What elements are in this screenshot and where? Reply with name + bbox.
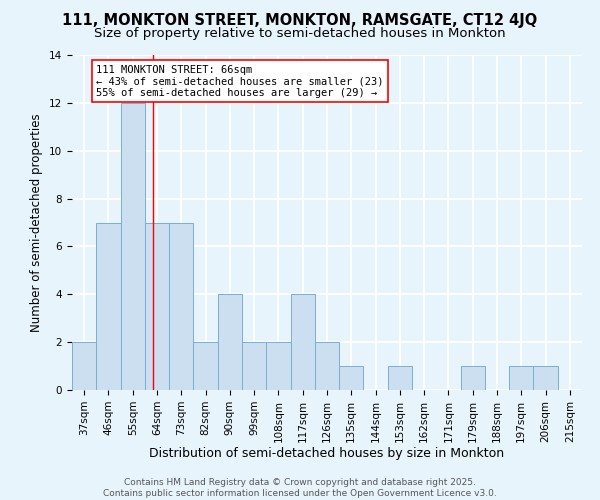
Bar: [145, 222, 169, 390]
Bar: [266, 342, 290, 390]
Bar: [533, 366, 558, 390]
Bar: [339, 366, 364, 390]
Bar: [193, 342, 218, 390]
Text: 111, MONKTON STREET, MONKTON, RAMSGATE, CT12 4JQ: 111, MONKTON STREET, MONKTON, RAMSGATE, …: [62, 12, 538, 28]
Bar: [121, 103, 145, 390]
Bar: [461, 366, 485, 390]
Text: 111 MONKTON STREET: 66sqm
← 43% of semi-detached houses are smaller (23)
55% of : 111 MONKTON STREET: 66sqm ← 43% of semi-…: [96, 64, 384, 98]
Bar: [290, 294, 315, 390]
Text: Contains HM Land Registry data © Crown copyright and database right 2025.
Contai: Contains HM Land Registry data © Crown c…: [103, 478, 497, 498]
Bar: [509, 366, 533, 390]
Bar: [218, 294, 242, 390]
Bar: [388, 366, 412, 390]
Bar: [242, 342, 266, 390]
Text: Size of property relative to semi-detached houses in Monkton: Size of property relative to semi-detach…: [94, 28, 506, 40]
Bar: [315, 342, 339, 390]
X-axis label: Distribution of semi-detached houses by size in Monkton: Distribution of semi-detached houses by …: [149, 448, 505, 460]
Bar: [169, 222, 193, 390]
Bar: [96, 222, 121, 390]
Y-axis label: Number of semi-detached properties: Number of semi-detached properties: [31, 113, 43, 332]
Bar: [72, 342, 96, 390]
